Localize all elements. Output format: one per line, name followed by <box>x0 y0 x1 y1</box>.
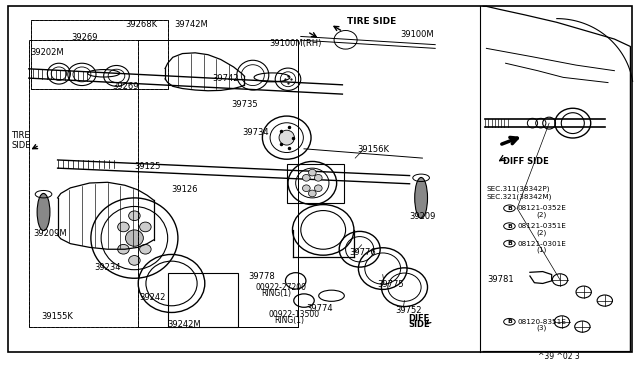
Text: 39742M: 39742M <box>174 20 208 29</box>
Text: 39242: 39242 <box>140 293 166 302</box>
Text: 39125: 39125 <box>134 162 161 171</box>
Text: 39775: 39775 <box>378 280 404 289</box>
Text: (3): (3) <box>536 325 547 331</box>
Text: 39781: 39781 <box>488 275 515 283</box>
Ellipse shape <box>303 174 310 181</box>
Text: 39100M: 39100M <box>400 30 434 39</box>
Text: (2): (2) <box>536 229 547 236</box>
Ellipse shape <box>279 130 294 145</box>
Text: SIDE: SIDE <box>12 141 31 150</box>
Bar <box>168 273 238 327</box>
Text: B: B <box>507 241 512 246</box>
Text: 39778: 39778 <box>248 272 275 280</box>
Bar <box>29 40 298 327</box>
Text: B: B <box>507 206 512 211</box>
Text: (2): (2) <box>536 212 547 218</box>
Ellipse shape <box>303 185 310 192</box>
Text: RING(1): RING(1) <box>274 316 304 325</box>
Text: ^39 ^02 3: ^39 ^02 3 <box>538 352 579 361</box>
Ellipse shape <box>308 190 316 197</box>
Text: 39234: 39234 <box>95 263 121 272</box>
Text: 00922-13500: 00922-13500 <box>269 310 320 319</box>
Text: TIRE: TIRE <box>12 131 30 140</box>
Text: 08121-0351E: 08121-0351E <box>517 223 566 229</box>
Text: 39209M: 39209M <box>33 229 67 238</box>
Text: 39209: 39209 <box>410 212 436 221</box>
Text: DIFF: DIFF <box>408 314 429 323</box>
Bar <box>138 40 298 327</box>
Text: RING(1): RING(1) <box>261 289 291 298</box>
Bar <box>31 20 168 89</box>
Text: 39242M: 39242M <box>168 320 202 329</box>
Text: DIFF SIDE: DIFF SIDE <box>503 157 548 166</box>
Ellipse shape <box>129 211 140 221</box>
Text: SIDE: SIDE <box>408 320 430 329</box>
Text: TIRE SIDE: TIRE SIDE <box>347 17 396 26</box>
Text: 08121-0301E: 08121-0301E <box>517 241 566 247</box>
Text: 39742: 39742 <box>212 74 239 83</box>
Text: B: B <box>507 319 512 324</box>
Ellipse shape <box>415 177 428 218</box>
Text: 08120-8351E: 08120-8351E <box>517 319 566 325</box>
Text: 39202M: 39202M <box>31 48 65 57</box>
Bar <box>287 164 344 203</box>
Text: 39156K: 39156K <box>357 145 389 154</box>
Ellipse shape <box>140 222 151 232</box>
Text: (1): (1) <box>536 247 547 253</box>
Text: 08121-0352E: 08121-0352E <box>517 205 566 211</box>
Ellipse shape <box>314 174 322 181</box>
Bar <box>138 40 298 327</box>
Ellipse shape <box>118 244 129 254</box>
Bar <box>29 40 298 327</box>
Ellipse shape <box>129 256 140 265</box>
Ellipse shape <box>125 230 143 246</box>
Text: 39269: 39269 <box>112 82 138 91</box>
Text: 39735: 39735 <box>232 100 259 109</box>
Text: 39268K: 39268K <box>125 20 157 29</box>
Ellipse shape <box>308 169 316 176</box>
Text: 00922-27200: 00922-27200 <box>256 283 307 292</box>
Text: SEC.311(38342P): SEC.311(38342P) <box>486 186 550 192</box>
Ellipse shape <box>314 185 322 192</box>
Text: B: B <box>507 224 512 229</box>
Bar <box>31 20 168 89</box>
Text: SEC.321(38342M): SEC.321(38342M) <box>486 193 552 200</box>
Text: 39100M(RH): 39100M(RH) <box>269 39 321 48</box>
Text: 39126: 39126 <box>172 185 198 194</box>
Text: 39774: 39774 <box>306 304 333 312</box>
Ellipse shape <box>118 222 129 232</box>
Text: 39155K: 39155K <box>42 312 74 321</box>
Text: 39776: 39776 <box>349 248 376 257</box>
Ellipse shape <box>140 244 151 254</box>
Ellipse shape <box>37 193 50 231</box>
Text: 39269: 39269 <box>72 33 98 42</box>
Text: 39752: 39752 <box>396 306 422 315</box>
Text: 39734: 39734 <box>242 128 269 137</box>
